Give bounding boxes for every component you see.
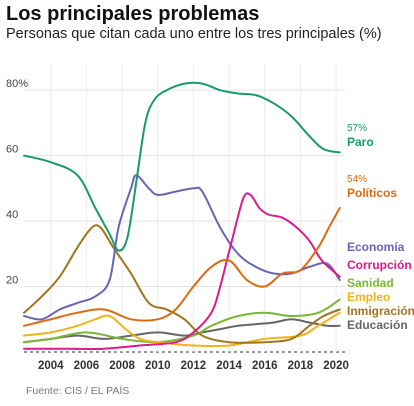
series-line-paro: [23, 81, 341, 252]
source-note: Fuente: CIS / EL PAÍS: [26, 385, 130, 397]
x-tick-label: 2020: [323, 360, 349, 372]
series-label: Sanidad: [347, 276, 394, 290]
series-labels: 57%Paro 54%Políticos Economía Corrupción San…: [347, 123, 414, 332]
series-label: Educación: [347, 318, 408, 332]
x-tick-label: 2018: [288, 360, 314, 372]
series-label: Corrupción: [347, 258, 412, 272]
series-line-economía: [23, 174, 341, 321]
chart-subtitle: Personas que citan cada uno entre los tr…: [6, 26, 382, 42]
series-line-sanidad: [23, 298, 341, 344]
x-tick-label: 2008: [109, 360, 135, 372]
chart-title: Los principales problemas: [6, 3, 260, 25]
x-axis-ticks: 2004 2006 2008 2010 2012 2014 2016 2018 2020: [38, 360, 349, 372]
series-line-corrupción: [23, 192, 341, 350]
x-tick-label: 2012: [181, 360, 207, 372]
series-lines: [23, 81, 341, 350]
x-tick-label: 2016: [252, 360, 278, 372]
gridlines: [24, 64, 345, 353]
y-tick-label: 60: [6, 144, 18, 156]
series-line-inmigración: [23, 224, 341, 344]
series-end-value: 57%: [347, 123, 367, 134]
series-end-value: 54%: [347, 174, 367, 185]
series-line-educación: [23, 318, 341, 344]
series-label: Políticos: [347, 186, 397, 200]
series-label: Empleo: [347, 290, 390, 304]
x-tick-label: 2004: [38, 360, 64, 372]
x-tick-label: 2010: [145, 360, 171, 372]
y-axis-ticks: 20 40 60 80%: [6, 78, 28, 286]
series-label: Economía: [347, 240, 405, 254]
x-tick-label: 2006: [74, 360, 100, 372]
series-label: Inmigración: [347, 304, 414, 318]
x-tick-label: 2014: [216, 360, 242, 372]
y-tick-label: 40: [6, 209, 18, 221]
y-tick-label: 20: [6, 275, 18, 287]
series-label: Paro: [347, 135, 374, 149]
y-tick-label: 80%: [6, 78, 28, 90]
series-line-políticos: [23, 207, 341, 327]
